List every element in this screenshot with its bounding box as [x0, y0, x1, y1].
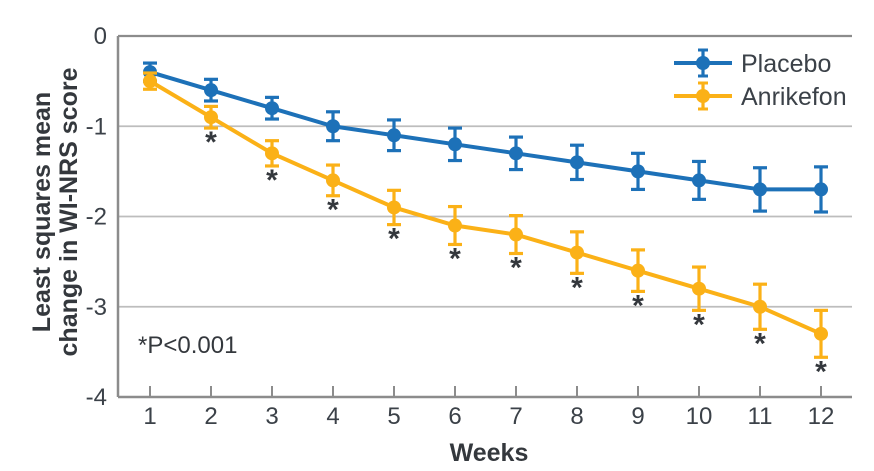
- x-tick-label: 10: [686, 403, 713, 430]
- significance-asterisk: *: [388, 223, 400, 256]
- legend-marker-placebo: [674, 48, 732, 78]
- significance-asterisk: *: [449, 242, 461, 275]
- series-placebo: [143, 61, 828, 214]
- x-tick-label: 12: [808, 403, 835, 430]
- x-tick-label: 3: [265, 403, 278, 430]
- x-tick-label: 11: [748, 403, 773, 430]
- data-point: [448, 218, 462, 233]
- data-point: [448, 137, 462, 152]
- plot-area: 1 2 3 4 5 6 7 8 9 10 11 120-1-2-3-4***** ******: [86, 23, 852, 430]
- data-point: [387, 200, 401, 215]
- data-point: [570, 155, 584, 170]
- significance-asterisk: *: [571, 271, 583, 304]
- x-tick-label: 2: [204, 403, 217, 430]
- legend-point: [696, 56, 710, 70]
- data-point: [692, 173, 706, 188]
- legend-point: [696, 89, 710, 103]
- significance-asterisk: *: [632, 289, 644, 322]
- y-tick-label: 0: [94, 23, 107, 50]
- y-tick-label: -1: [86, 113, 107, 140]
- data-point: [753, 299, 767, 314]
- data-point: [204, 110, 218, 125]
- data-point: [570, 245, 584, 260]
- data-point: [814, 182, 828, 197]
- series-anrikefon: [143, 71, 828, 359]
- y-tick-label: -2: [86, 204, 107, 231]
- data-point: [509, 227, 523, 242]
- significance-asterisk: *: [693, 308, 705, 341]
- data-point: [265, 101, 279, 116]
- series-line: [148, 70, 823, 192]
- significance-asterisk: *: [266, 164, 278, 197]
- data-point: [143, 74, 157, 89]
- legend-label-anrikefon: Anrikefon: [741, 83, 847, 111]
- legend-label-placebo: Placebo: [741, 50, 831, 78]
- y-tick-label: -4: [86, 384, 107, 411]
- significance-asterisk: *: [327, 194, 339, 227]
- data-point: [814, 326, 828, 341]
- x-tick-label: 1: [143, 403, 156, 430]
- data-point: [692, 281, 706, 296]
- significance-asterisk: *: [510, 252, 522, 285]
- legend-marker-anrikefon: [674, 81, 732, 111]
- data-point: [326, 119, 340, 134]
- data-point: [204, 83, 218, 98]
- legend: Placebo Anrikefon: [674, 48, 847, 111]
- data-point: [509, 146, 523, 161]
- data-point: [265, 146, 279, 161]
- x-tick-label: 5: [387, 403, 400, 430]
- significance-asterisk: *: [205, 126, 217, 159]
- x-tick-label: 4: [326, 403, 339, 430]
- x-axis-title: Weeks: [450, 439, 529, 467]
- significance-asterisk: *: [754, 327, 766, 360]
- data-point: [631, 164, 645, 179]
- x-tick-label: 8: [570, 403, 583, 430]
- data-point: [753, 182, 767, 197]
- data-point: [326, 173, 340, 188]
- series-line: [148, 79, 823, 336]
- x-tick-label: 6: [448, 403, 461, 430]
- y-tick-label: -3: [86, 294, 107, 321]
- x-tick-label: 9: [631, 403, 644, 430]
- p-value-annotation: *P<0.001: [138, 332, 237, 359]
- y-axis-title-line2: change in WI-NRS score: [55, 67, 83, 356]
- x-tick-label: 7: [509, 403, 522, 430]
- significance-asterisk: *: [815, 355, 827, 388]
- y-axis-title-line1: Least squares mean: [28, 92, 56, 332]
- data-point: [387, 128, 401, 143]
- data-point: [631, 263, 645, 278]
